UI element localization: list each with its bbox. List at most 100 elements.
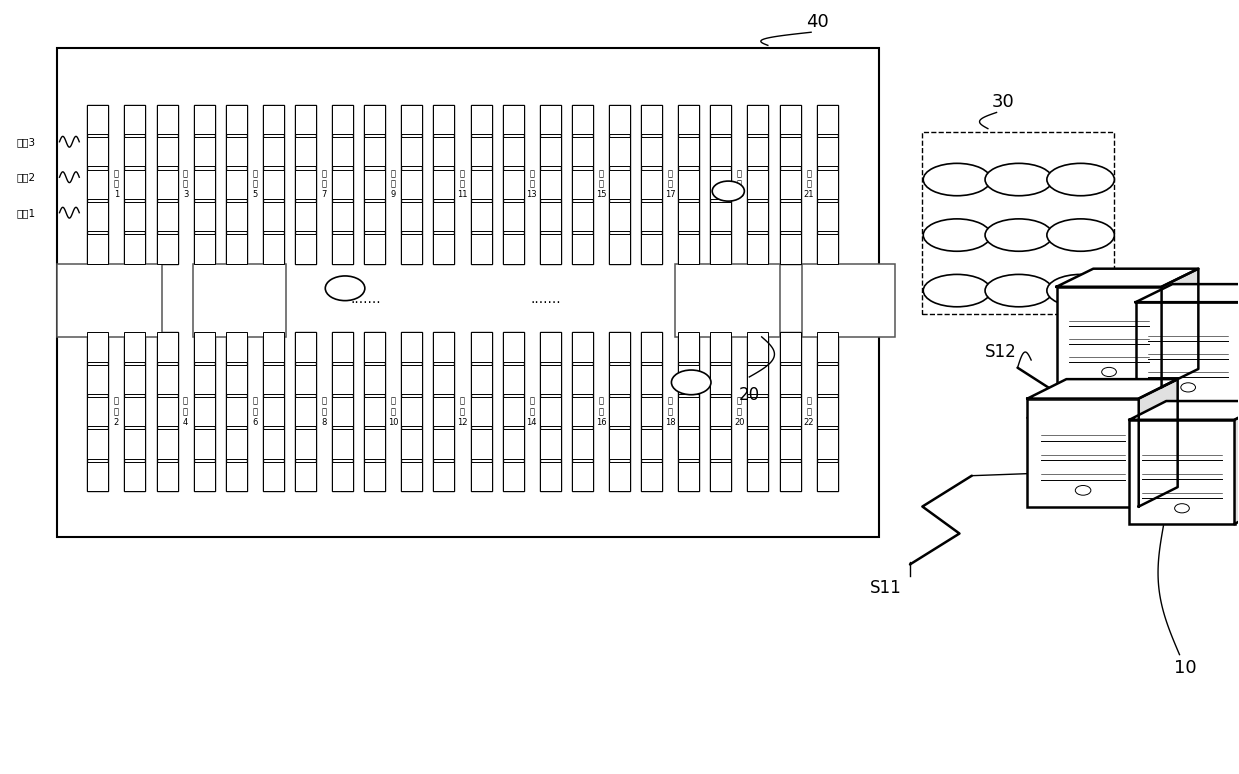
Text: 巷
道
10: 巷 道 10 (388, 397, 399, 426)
Bar (540, 202, 561, 231)
Bar (503, 332, 524, 491)
Text: 巷
道
12: 巷 道 12 (457, 397, 468, 426)
Bar (263, 462, 284, 491)
Bar (87, 104, 108, 134)
Bar (364, 104, 385, 264)
Bar (572, 104, 593, 264)
Bar (610, 332, 629, 361)
Bar (124, 397, 145, 426)
Bar (540, 170, 561, 199)
Bar (779, 104, 800, 264)
Bar (401, 170, 422, 199)
Bar (572, 397, 593, 426)
Bar (332, 104, 353, 264)
Bar (471, 397, 492, 426)
Text: 巷
道
13: 巷 道 13 (527, 170, 536, 199)
Bar (434, 170, 455, 199)
Ellipse shape (985, 163, 1053, 196)
Bar (572, 170, 593, 199)
Text: 巷
道
20: 巷 道 20 (735, 397, 745, 426)
Bar (87, 462, 108, 491)
Bar (364, 462, 385, 491)
Bar (817, 137, 838, 166)
Bar (225, 397, 247, 426)
Bar (401, 397, 422, 426)
Ellipse shape (1047, 275, 1114, 307)
Polygon shape (1057, 269, 1198, 286)
Bar (779, 170, 800, 199)
Bar (124, 235, 145, 264)
Text: .......: ....... (351, 292, 382, 306)
Bar (503, 104, 524, 134)
Bar (401, 137, 422, 166)
Bar (710, 202, 731, 231)
Text: 巷
道
19: 巷 道 19 (735, 170, 745, 199)
Bar (364, 430, 385, 459)
Bar (225, 365, 247, 394)
Bar (124, 462, 145, 491)
Bar (193, 397, 214, 426)
Bar (332, 332, 353, 491)
Bar (710, 430, 731, 459)
Bar (710, 397, 731, 426)
Bar (295, 462, 316, 491)
Bar (503, 430, 524, 459)
Bar (156, 202, 177, 231)
Text: 巷
道
17: 巷 道 17 (665, 170, 675, 199)
Bar (225, 137, 247, 166)
Text: 20: 20 (738, 385, 760, 404)
Bar (503, 104, 524, 264)
Bar (471, 332, 492, 491)
Bar (263, 137, 284, 166)
Bar (87, 332, 108, 361)
Bar (295, 235, 316, 264)
Bar (332, 397, 353, 426)
Text: 巷
道
8: 巷 道 8 (321, 397, 327, 426)
Bar (364, 104, 385, 134)
Bar (779, 430, 800, 459)
Bar (610, 104, 629, 134)
Bar (503, 332, 524, 361)
Bar (57, 264, 162, 337)
Bar (710, 332, 731, 491)
Bar (124, 202, 145, 231)
Ellipse shape (985, 275, 1053, 307)
Bar (401, 104, 422, 134)
Bar (641, 235, 662, 264)
Text: .......: ....... (530, 292, 560, 306)
Bar (263, 170, 284, 199)
Bar (503, 235, 524, 264)
Bar (641, 104, 662, 264)
Bar (678, 397, 699, 426)
Bar (747, 104, 768, 134)
Bar (540, 430, 561, 459)
Bar (747, 235, 768, 264)
Bar (124, 332, 145, 491)
Bar (471, 202, 492, 231)
Bar (193, 202, 214, 231)
Ellipse shape (923, 219, 991, 252)
Bar (678, 332, 699, 491)
Bar (678, 104, 699, 134)
Bar (434, 202, 455, 231)
Bar (610, 397, 629, 426)
Bar (641, 202, 662, 231)
Bar (124, 332, 145, 361)
Bar (434, 332, 455, 491)
Bar (124, 365, 145, 394)
Bar (710, 235, 731, 264)
Bar (747, 430, 768, 459)
Bar (572, 332, 593, 361)
Bar (471, 332, 492, 361)
Bar (817, 104, 838, 264)
Bar (434, 137, 455, 166)
Bar (263, 235, 284, 264)
Bar (295, 104, 316, 264)
Bar (332, 137, 353, 166)
Polygon shape (1027, 379, 1177, 399)
Text: 10: 10 (1175, 659, 1197, 677)
Bar (641, 137, 662, 166)
Bar (156, 137, 177, 166)
Bar (87, 365, 108, 394)
Bar (817, 430, 838, 459)
